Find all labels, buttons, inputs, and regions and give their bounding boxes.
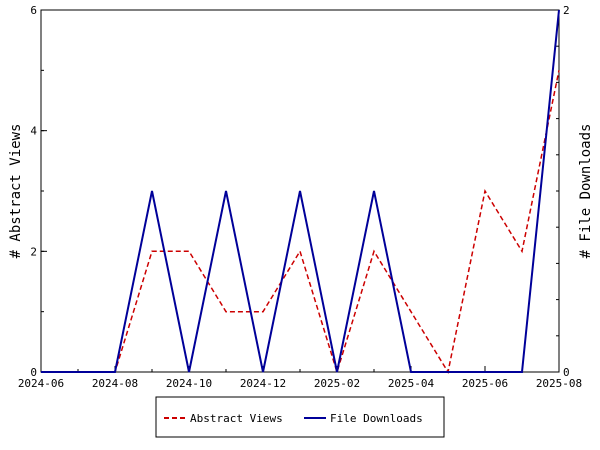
legend: Abstract Views File Downloads	[155, 396, 445, 438]
x-tick-label: 2024-06	[18, 377, 64, 390]
legend-label-file-downloads: File Downloads	[330, 412, 423, 425]
x-tick-label: 2024-10	[166, 377, 212, 390]
series-lines	[41, 9, 560, 375]
legend-label-abstract-views: Abstract Views	[190, 412, 283, 425]
x-tick-label: 2025-02	[314, 377, 360, 390]
x-tick-label: 2025-04	[388, 377, 435, 390]
axis-ticks: 2024-06 2024-08 2024-10 2024-12 2025-02 2025-…	[18, 4, 582, 390]
legend-box	[155, 396, 445, 438]
x-tick-label: 2025-06	[462, 377, 508, 390]
y-right-tick-label: 2	[563, 4, 570, 17]
series-line-file-downloads	[41, 9, 560, 373]
x-tick-label: 2024-12	[240, 377, 286, 390]
y-left-tick-label: 2	[30, 245, 37, 258]
y-axis-title-left: # Abstract Views	[8, 124, 24, 259]
x-tick-label: 2025-08	[536, 377, 582, 390]
y-left-tick-label: 6	[30, 4, 37, 17]
x-tick-label: 2024-08	[92, 377, 138, 390]
y-left-tick-label: 0	[30, 366, 37, 379]
series-line-abstract-views	[41, 70, 560, 375]
y-right-tick-label: 0	[563, 366, 570, 379]
y-left-tick-label: 4	[30, 125, 37, 138]
y-axis-title-right: # File Downloads	[578, 124, 594, 259]
